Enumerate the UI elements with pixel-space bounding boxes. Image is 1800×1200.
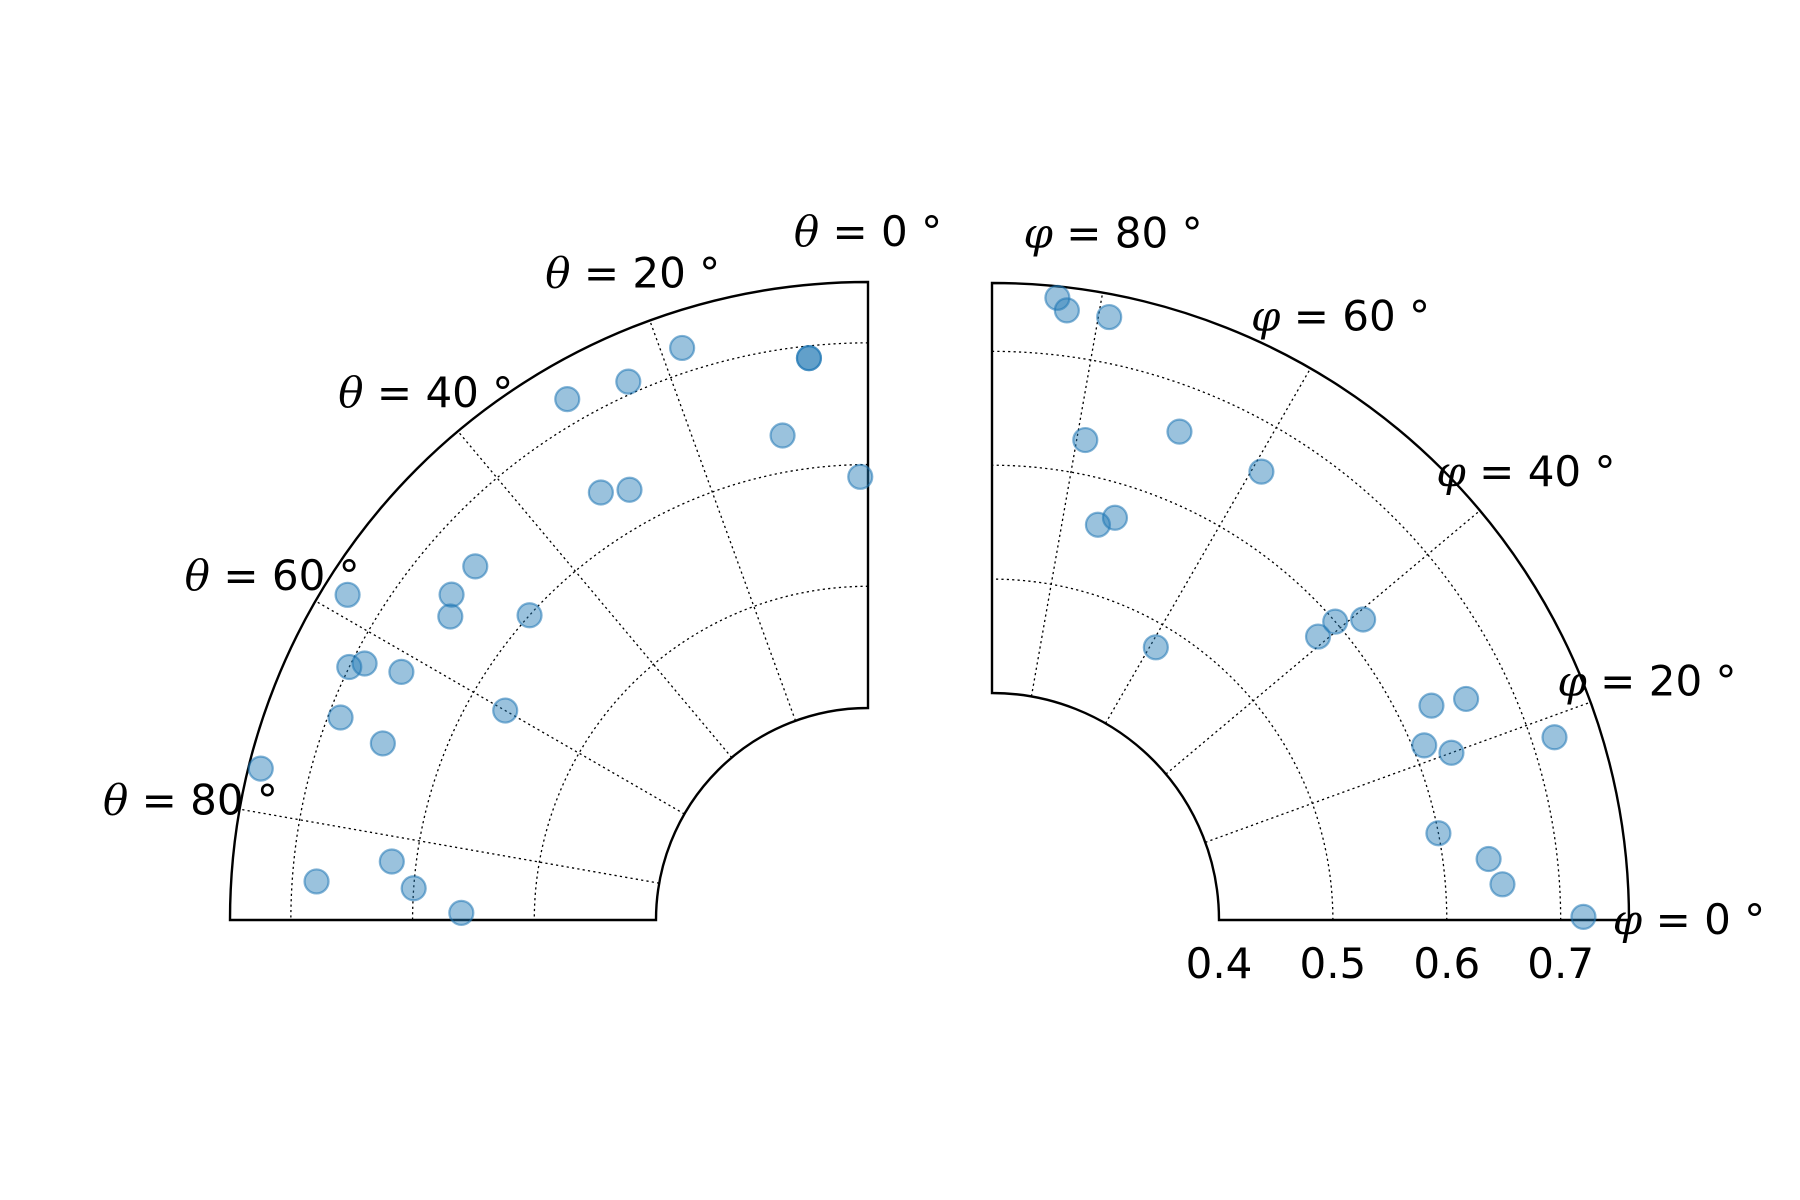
angle-gridline xyxy=(1205,701,1591,843)
angle-gridline xyxy=(1104,368,1312,724)
phi-polar-panel: φ = 0 ° φ = 20 ° φ = 40 ° φ = 60 ° φ = 80 ° 0… xyxy=(990,209,1765,988)
data-point xyxy=(334,581,361,608)
data-point xyxy=(351,650,378,677)
data-point xyxy=(1072,426,1099,454)
angle-gridline xyxy=(315,600,685,815)
data-point xyxy=(1304,623,1332,650)
data-point xyxy=(1570,903,1597,931)
data-point xyxy=(847,463,874,490)
radius-gridline xyxy=(411,463,869,921)
data-point xyxy=(1425,820,1452,847)
data-point xyxy=(1053,297,1080,324)
data-point xyxy=(587,479,614,506)
angle-tick-label: θ = 60 ° xyxy=(185,551,360,600)
data-point xyxy=(516,602,543,629)
data-point xyxy=(669,334,696,362)
angle-tick-label: θ = 0 ° xyxy=(794,207,942,256)
data-point xyxy=(1418,692,1445,719)
angle-gridline xyxy=(1165,510,1481,775)
angle-tick-label: φ = 0 ° xyxy=(1613,895,1765,944)
angle-tick-label: θ = 20 ° xyxy=(545,248,720,297)
data-point xyxy=(1475,845,1502,873)
data-point xyxy=(769,422,796,449)
data-point xyxy=(1322,608,1349,635)
angle-gridline xyxy=(457,430,733,759)
data-point xyxy=(462,553,489,580)
data-point xyxy=(554,385,581,413)
data-point xyxy=(1142,634,1169,661)
angle-tick-label: θ = 80 ° xyxy=(103,776,278,825)
data-point xyxy=(388,658,415,686)
angle-tick-label: θ = 40 ° xyxy=(338,368,513,417)
data-point xyxy=(303,868,330,895)
data-point xyxy=(448,899,475,927)
data-point xyxy=(492,697,519,724)
data-point xyxy=(438,581,465,608)
axes-frame xyxy=(990,281,1631,922)
axes-frame xyxy=(228,280,870,922)
data-point xyxy=(1411,732,1438,759)
data-point xyxy=(1350,606,1377,633)
data-point xyxy=(615,368,642,395)
radius-tick-label: 0.4 xyxy=(1186,939,1253,988)
data-point xyxy=(378,848,405,875)
data-point xyxy=(400,875,427,902)
data-point xyxy=(1452,685,1480,713)
data-point xyxy=(1541,724,1568,751)
radius-tick-label: 0.6 xyxy=(1413,939,1480,988)
radius-tick-label: 0.5 xyxy=(1299,939,1366,988)
radius-gridline xyxy=(991,350,1562,921)
angle-tick-label: φ = 40 ° xyxy=(1436,447,1615,496)
data-point xyxy=(795,345,823,372)
data-point xyxy=(1096,303,1123,331)
angle-gridline xyxy=(239,808,660,884)
angle-tick-label: φ = 60 ° xyxy=(1251,291,1430,340)
data-point xyxy=(616,476,643,503)
angle-tick-label: φ = 80 ° xyxy=(1023,209,1202,258)
data-point xyxy=(327,704,354,731)
radius-tick-label: 0.7 xyxy=(1527,939,1594,988)
radius-gridline xyxy=(533,585,869,921)
theta-polar-panel: θ = 0 ° θ = 20 ° θ = 40 ° θ = 60 ° θ = 80 ° xyxy=(103,207,942,927)
angle-gridline xyxy=(649,320,797,722)
data-point xyxy=(1166,418,1193,445)
radius-gridline xyxy=(290,342,869,921)
data-point xyxy=(369,730,396,757)
radius-gridline xyxy=(991,464,1448,921)
data-point xyxy=(1084,511,1112,538)
data-point xyxy=(1248,458,1275,485)
data-point xyxy=(1438,739,1465,766)
angle-tick-label: φ = 20 ° xyxy=(1557,657,1736,706)
radius-gridline xyxy=(991,578,1334,921)
data-point xyxy=(336,653,363,681)
data-point xyxy=(247,755,274,782)
data-point xyxy=(437,603,464,630)
data-point xyxy=(1489,871,1516,898)
